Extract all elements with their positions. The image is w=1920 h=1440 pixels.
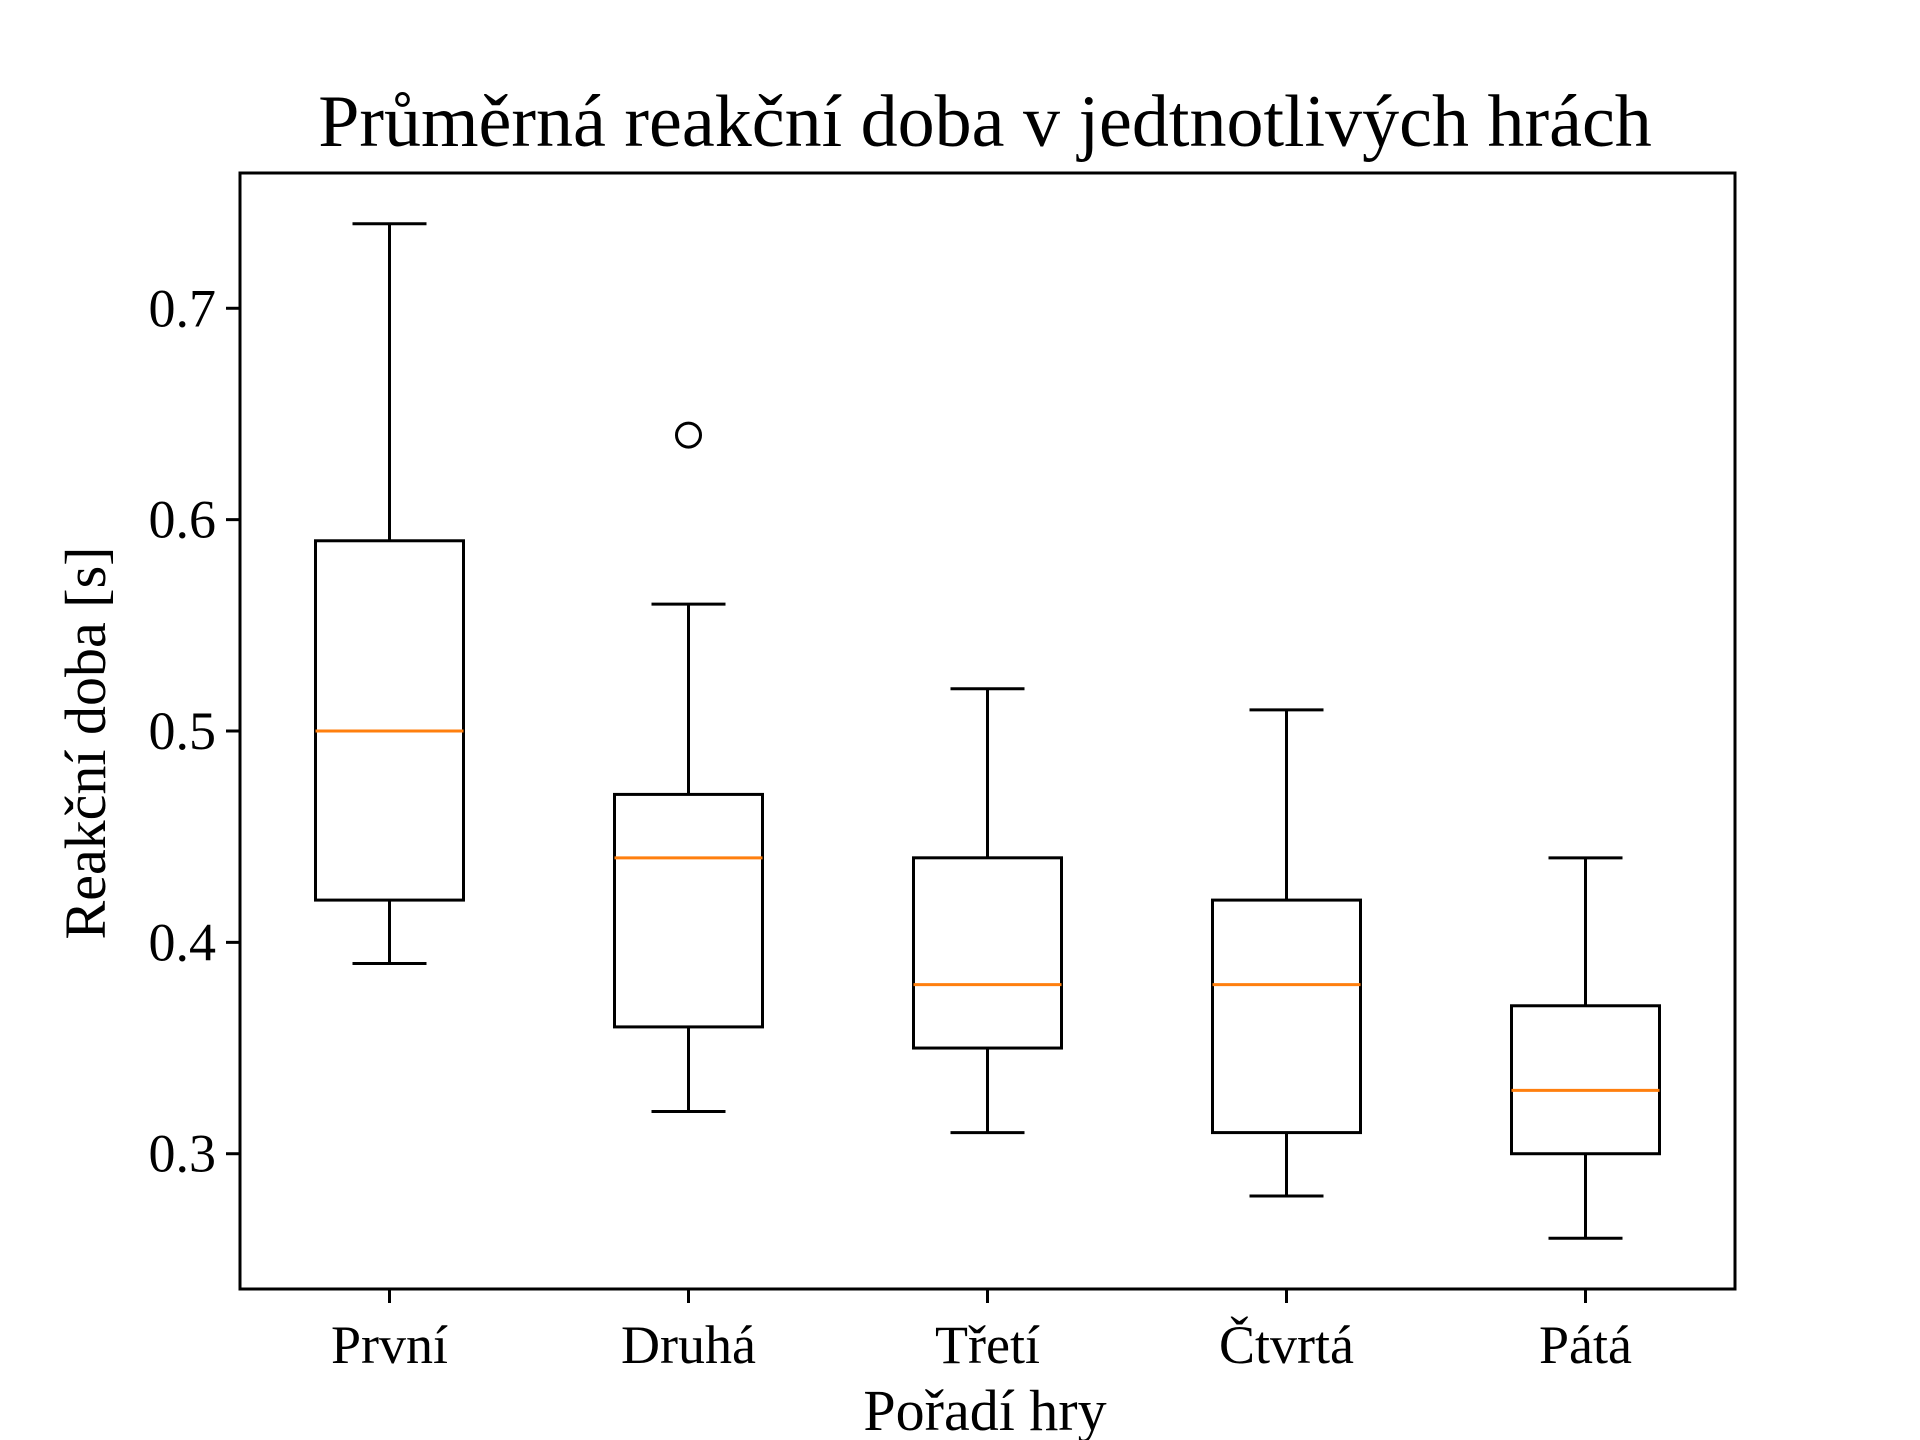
box-group <box>1211 708 1362 1198</box>
x-tick-label: Pátá <box>1539 1315 1632 1375</box>
box-group <box>912 687 1063 1135</box>
box <box>314 539 465 902</box>
y-tick-label: 0.3 <box>149 1124 217 1184</box>
box <box>1211 898 1362 1135</box>
box <box>912 856 1063 1050</box>
y-tick-label: 0.7 <box>149 278 217 338</box>
x-axis-label: Pořadí hry <box>863 1378 1106 1440</box>
y-axis-label: Reakční doba [s] <box>53 547 118 940</box>
box <box>1510 1004 1661 1156</box>
outlier-point <box>675 421 702 449</box>
box-group <box>314 222 465 965</box>
y-tick-label: 0.5 <box>149 701 217 761</box>
x-tick-label: Čtvrtá <box>1219 1315 1354 1375</box>
axes-frame <box>238 171 1737 1291</box>
y-tick-label: 0.4 <box>149 912 217 972</box>
box-group <box>1510 856 1661 1240</box>
plot-area: 0.3 0.4 0.5 0.6 0.7 První Druhá Třetí Čtvrtá Pátá <box>149 171 1737 1375</box>
x-tick-label: Druhá <box>621 1315 756 1375</box>
y-tick-label: 0.6 <box>149 490 217 550</box>
chart-title: Průměrná reakční doba v jedtnotlivých hr… <box>318 81 1652 163</box>
x-tick-label: Třetí <box>935 1315 1040 1375</box>
x-tick-label: První <box>331 1315 448 1375</box>
box-group <box>613 421 764 1113</box>
box <box>613 792 764 1029</box>
